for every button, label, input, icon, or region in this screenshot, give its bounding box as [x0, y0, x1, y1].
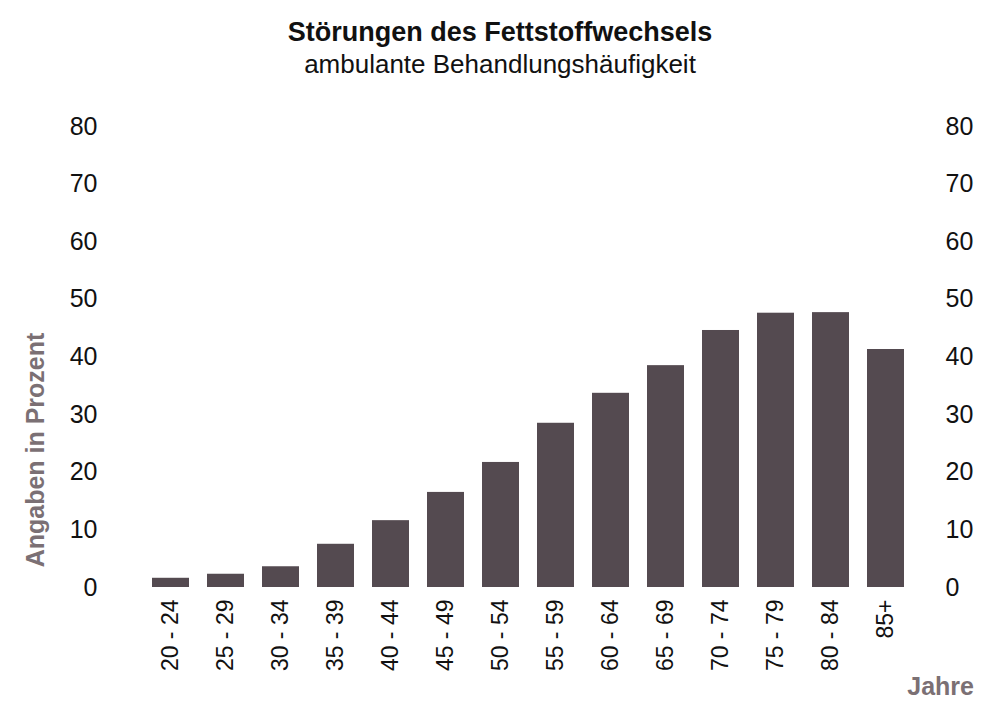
svg-text:80 - 84: 80 - 84: [817, 599, 843, 671]
html-text:Angaben in Prozent: Angaben in Prozent: [20, 332, 49, 568]
svg-text:10: 10: [946, 515, 974, 543]
svg-text:60 - 64: 60 - 64: [597, 599, 623, 671]
svg-text:20 - 24: 20 - 24: [157, 599, 183, 671]
svg-text:70 - 74: 70 - 74: [707, 599, 733, 671]
svg-text:70: 70: [946, 169, 974, 197]
svg-text:55 - 59: 55 - 59: [542, 600, 568, 672]
svg-text:30 - 34: 30 - 34: [267, 599, 293, 671]
svg-text:80: 80: [946, 112, 974, 140]
svg-text:85+: 85+: [872, 600, 898, 639]
svg-text:65 - 69: 65 - 69: [652, 600, 678, 672]
svg-text:40: 40: [70, 342, 98, 370]
svg-text:0: 0: [946, 573, 960, 601]
svg-text:30: 30: [946, 400, 974, 428]
svg-text:40 - 44: 40 - 44: [377, 599, 403, 671]
svg-text:25 - 29: 25 - 29: [212, 600, 238, 672]
svg-text:60: 60: [946, 227, 974, 255]
svg-text:50: 50: [946, 284, 974, 312]
svg-text:30: 30: [70, 400, 98, 428]
svg-text:50: 50: [70, 284, 98, 312]
svg-text:70: 70: [70, 169, 98, 197]
svg-text:20: 20: [70, 457, 98, 485]
svg-text:50 - 54: 50 - 54: [487, 599, 513, 671]
svg-text:45 - 49: 45 - 49: [432, 600, 458, 672]
html-text:Störungen des Fettstoffwechsel: Störungen des Fettstoffwechsels: [287, 17, 713, 47]
html-text:Jahre: Jahre: [907, 672, 974, 700]
html-text:ambulante Behandlungshäufigkei: ambulante Behandlungshäufigkeit: [304, 49, 696, 79]
svg-text:10: 10: [70, 515, 98, 543]
svg-text:40: 40: [946, 342, 974, 370]
svg-text:75 - 79: 75 - 79: [762, 600, 788, 672]
svg-text:35 - 39: 35 - 39: [322, 600, 348, 672]
svg-text:60: 60: [70, 227, 98, 255]
svg-text:80: 80: [70, 112, 98, 140]
svg-text:20: 20: [946, 457, 974, 485]
svg-text:0: 0: [84, 573, 98, 601]
